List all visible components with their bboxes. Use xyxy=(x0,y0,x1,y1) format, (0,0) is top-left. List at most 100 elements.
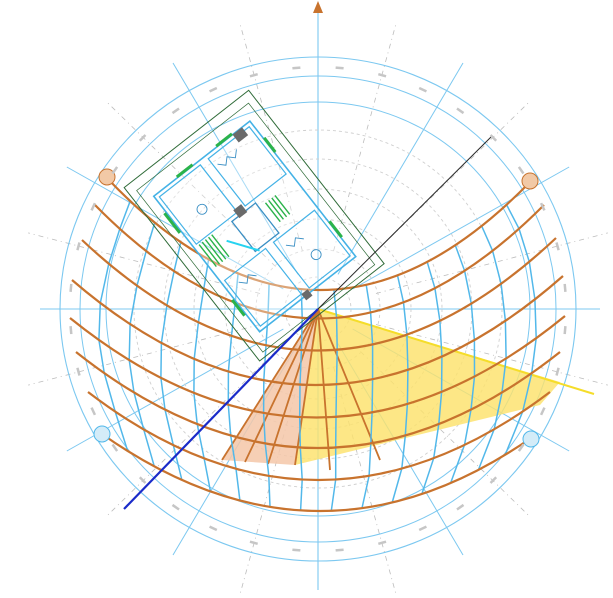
floorplan-room-4 xyxy=(272,209,352,289)
hour-line xyxy=(330,289,338,511)
hour-line xyxy=(128,222,156,467)
hour-line xyxy=(98,200,131,452)
outer-ring-tick xyxy=(377,540,387,545)
sun-path-arc xyxy=(94,204,545,320)
sun-path-arc xyxy=(69,315,566,419)
azimuth-spoke-dashed xyxy=(375,232,608,294)
hour-line xyxy=(298,289,303,511)
azimuth-spoke-dashed xyxy=(360,100,531,267)
azimuth-spoke xyxy=(337,62,464,275)
hour-line xyxy=(477,225,507,471)
azimuth-spoke-dashed xyxy=(105,351,276,518)
outer-ring-tick xyxy=(69,325,73,335)
outer-ring-tick xyxy=(249,540,259,545)
outer-ring-tick xyxy=(563,325,567,335)
sunset-marker-winter xyxy=(522,430,540,448)
outer-ring-tick xyxy=(377,73,387,78)
floorplan-site-boundary xyxy=(123,89,385,362)
floorplan-building xyxy=(152,119,357,333)
altitude-ring-10 xyxy=(79,75,557,543)
outer-ring-tick xyxy=(489,476,498,484)
north-arrow-head xyxy=(313,1,323,13)
horizon-circle xyxy=(59,56,577,562)
azimuth-spokes-dashed xyxy=(28,24,608,594)
floorplan-stair-hatch xyxy=(198,194,291,268)
floorplan-room-3 xyxy=(223,247,303,327)
outer-ring-tick xyxy=(76,242,81,251)
outer-ring-tick xyxy=(335,548,344,552)
hour-line xyxy=(193,259,212,492)
outer-ring-tick xyxy=(111,166,119,175)
building-floorplan xyxy=(123,89,385,362)
altitude-ring-60 xyxy=(224,218,412,400)
hour-line xyxy=(421,261,443,495)
outer-ring-tick xyxy=(292,66,301,70)
sun-ray-blue xyxy=(123,308,319,510)
outer-ring-tick xyxy=(209,86,218,93)
azimuth-spoke-dashed xyxy=(105,100,276,267)
outer-ring-tick xyxy=(456,503,465,511)
sun-fan-ray xyxy=(244,308,319,463)
azimuth-spoke-dashed xyxy=(333,24,397,252)
orientation-line-ne xyxy=(317,135,493,310)
hour-line xyxy=(262,283,271,507)
outer-ring-tick xyxy=(209,525,218,532)
sunrise-marker-summer xyxy=(98,168,116,186)
outer-ring-tick xyxy=(138,476,147,484)
floorplan-room-1 xyxy=(158,164,239,246)
altitude-ring-20 xyxy=(105,101,531,517)
floorplan-fixtures xyxy=(196,149,322,284)
sun-fan-edge-yellow xyxy=(317,308,595,395)
hour-line xyxy=(361,284,374,509)
hour-line xyxy=(391,275,409,503)
outer-ring-tick xyxy=(76,367,81,376)
sunrise-marker-winter xyxy=(93,425,111,443)
sun-path-arcs xyxy=(69,177,566,513)
sun-fan-ray xyxy=(317,308,331,471)
outer-ring-tick xyxy=(539,202,546,211)
sunset-marker-summer xyxy=(521,172,539,190)
sun-path-arc xyxy=(87,391,551,482)
north-arrow xyxy=(313,1,323,13)
outer-ring-tick xyxy=(111,443,119,452)
sun-path-arc xyxy=(81,237,557,352)
azimuth-spoke-dashed xyxy=(28,232,261,294)
sun-path-arc xyxy=(75,351,561,450)
outer-ring-tick xyxy=(249,73,259,78)
azimuth-spoke-dashed xyxy=(360,351,531,518)
azimuth-spoke-dashed xyxy=(375,324,608,386)
outer-ring-tick xyxy=(489,134,498,142)
outer-ring-tick xyxy=(517,166,525,175)
sun-fan-ray xyxy=(267,308,319,465)
sun-fan-yellow xyxy=(295,309,560,465)
sun-path-arc xyxy=(71,275,564,387)
hour-line xyxy=(449,244,476,484)
sun-angle-fan xyxy=(221,308,595,471)
sun-fan-ray xyxy=(294,308,319,466)
outer-ring-tick xyxy=(335,66,344,70)
outer-ring-tick xyxy=(555,367,560,376)
outer-ring-tick xyxy=(555,242,560,251)
outer-ring-tick xyxy=(292,548,301,552)
outer-ring-tick xyxy=(418,525,427,532)
sun-path-arc xyxy=(106,177,531,292)
altitude-ring-30 xyxy=(133,129,503,489)
floorplan-diagonal xyxy=(226,239,260,252)
floorplan-windows xyxy=(163,132,343,317)
outer-ring-tick xyxy=(171,107,180,115)
hour-line xyxy=(504,204,537,456)
outer-ring-tick xyxy=(90,202,97,211)
floorplan-column-1 xyxy=(233,204,248,219)
floorplan-room-2 xyxy=(207,125,287,207)
altitude-ring-50 xyxy=(193,188,443,430)
outer-ring-tick xyxy=(138,134,147,142)
outer-ring-tick xyxy=(69,283,73,293)
outer-ring-ticks xyxy=(69,66,567,552)
floorplan-column-3 xyxy=(232,127,249,143)
cardinal-axes xyxy=(40,8,600,590)
outer-ring-tick xyxy=(418,86,427,93)
outer-ring-tick xyxy=(563,283,567,293)
azimuth-spoke-dashed xyxy=(28,324,261,386)
